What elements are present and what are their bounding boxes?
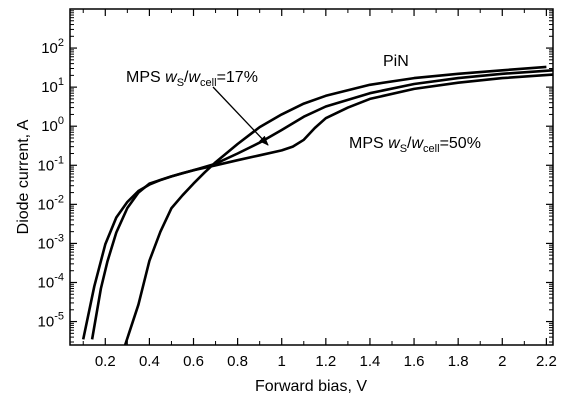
annotation-mps-50: MPS wS/wcell=50% [349,135,481,155]
y-tick-label-exponent: -1 [54,154,64,166]
x-tick-label: 1.8 [448,353,469,370]
y-axis-title: Diode current, A [15,119,32,234]
y-tick-label-exponent: 0 [58,115,64,127]
y-tick-label-exponent: -5 [54,311,64,323]
y-tick-label-base: 10 [41,40,58,57]
annotation-mps-50-prefix: MPS [349,135,388,152]
series-line-mps50 [81,73,554,340]
y-tick-label-exponent: -4 [54,271,64,283]
y-tick-label-base: 10 [38,314,55,331]
x-tick-label: 1.2 [315,353,336,370]
annotation-mps-17-sub-cell: cell [200,77,217,89]
y-tick-label: 10-1 [38,154,64,174]
series-line-pin [123,65,547,346]
x-tick-label: 0.2 [95,353,116,370]
annotation-arrow [212,86,269,146]
x-tick-label: 2 [498,353,506,370]
y-tick-label-exponent: -2 [54,193,64,205]
annotation-mps-50-suffix: =50% [440,135,481,152]
y-tick-label: 102 [41,37,64,57]
annotation-mps-50-slash: / [407,135,412,152]
y-tick-label-base: 10 [38,157,55,174]
y-tick-label-base: 10 [41,118,58,135]
y-tick-label-base: 10 [41,79,58,96]
x-axis: 0.2 0.4 0.6 0.8 1 1.2 1.4 1.6 1.8 2 2.2 [82,9,557,370]
x-tick-label: 1.4 [360,353,381,370]
annotation-mps-17: MPS wS/wcell=17% [126,69,258,89]
annotation-mps-50-sub-s: S [400,143,407,155]
annotation-mps-17-w: w [165,69,178,86]
x-tick-label: 0.4 [139,353,160,370]
y-tick-label-base: 10 [38,235,55,252]
annotation-mps-17-sub-s: S [177,77,184,89]
y-tick-label: 100 [41,115,64,135]
x-tick-label: 0.6 [183,353,204,370]
annotation-mps-50-sub-cell: cell [423,143,440,155]
series-layer [81,65,554,346]
annotation-mps-17-prefix: MPS [126,69,165,86]
y-tick-label-base: 10 [38,274,55,291]
series-line-mps17 [90,69,554,340]
plot-area-border [69,8,554,346]
x-axis-title: Forward bias, V [255,378,367,395]
y-tick-label-base: 10 [38,196,55,213]
y-tick-label: 10-5 [38,311,64,331]
x-tick-label: 0.8 [227,353,248,370]
y-tick-label: 10-4 [38,271,64,291]
x-tick-label: 1.6 [404,353,425,370]
y-tick-label-exponent: 2 [58,37,64,49]
y-tick-label: 10-2 [38,193,64,213]
x-tick-label: 1 [278,353,286,370]
annotation-mps-50-w2: w [411,135,424,152]
annotation-mps-17-suffix: =17% [217,69,258,86]
y-tick-label-exponent: -3 [54,232,64,244]
annotation-mps-50-w: w [388,135,401,152]
annotation-pin: PiN [383,53,409,70]
y-tick-label: 101 [41,76,64,96]
y-tick-label: 10-3 [38,232,64,252]
y-tick-label-exponent: 1 [58,76,64,88]
annotation-mps-17-w2: w [188,69,201,86]
plot-frame [69,8,554,346]
annotation-mps-17-slash: / [184,69,189,86]
x-tick-label: 2.2 [536,353,557,370]
